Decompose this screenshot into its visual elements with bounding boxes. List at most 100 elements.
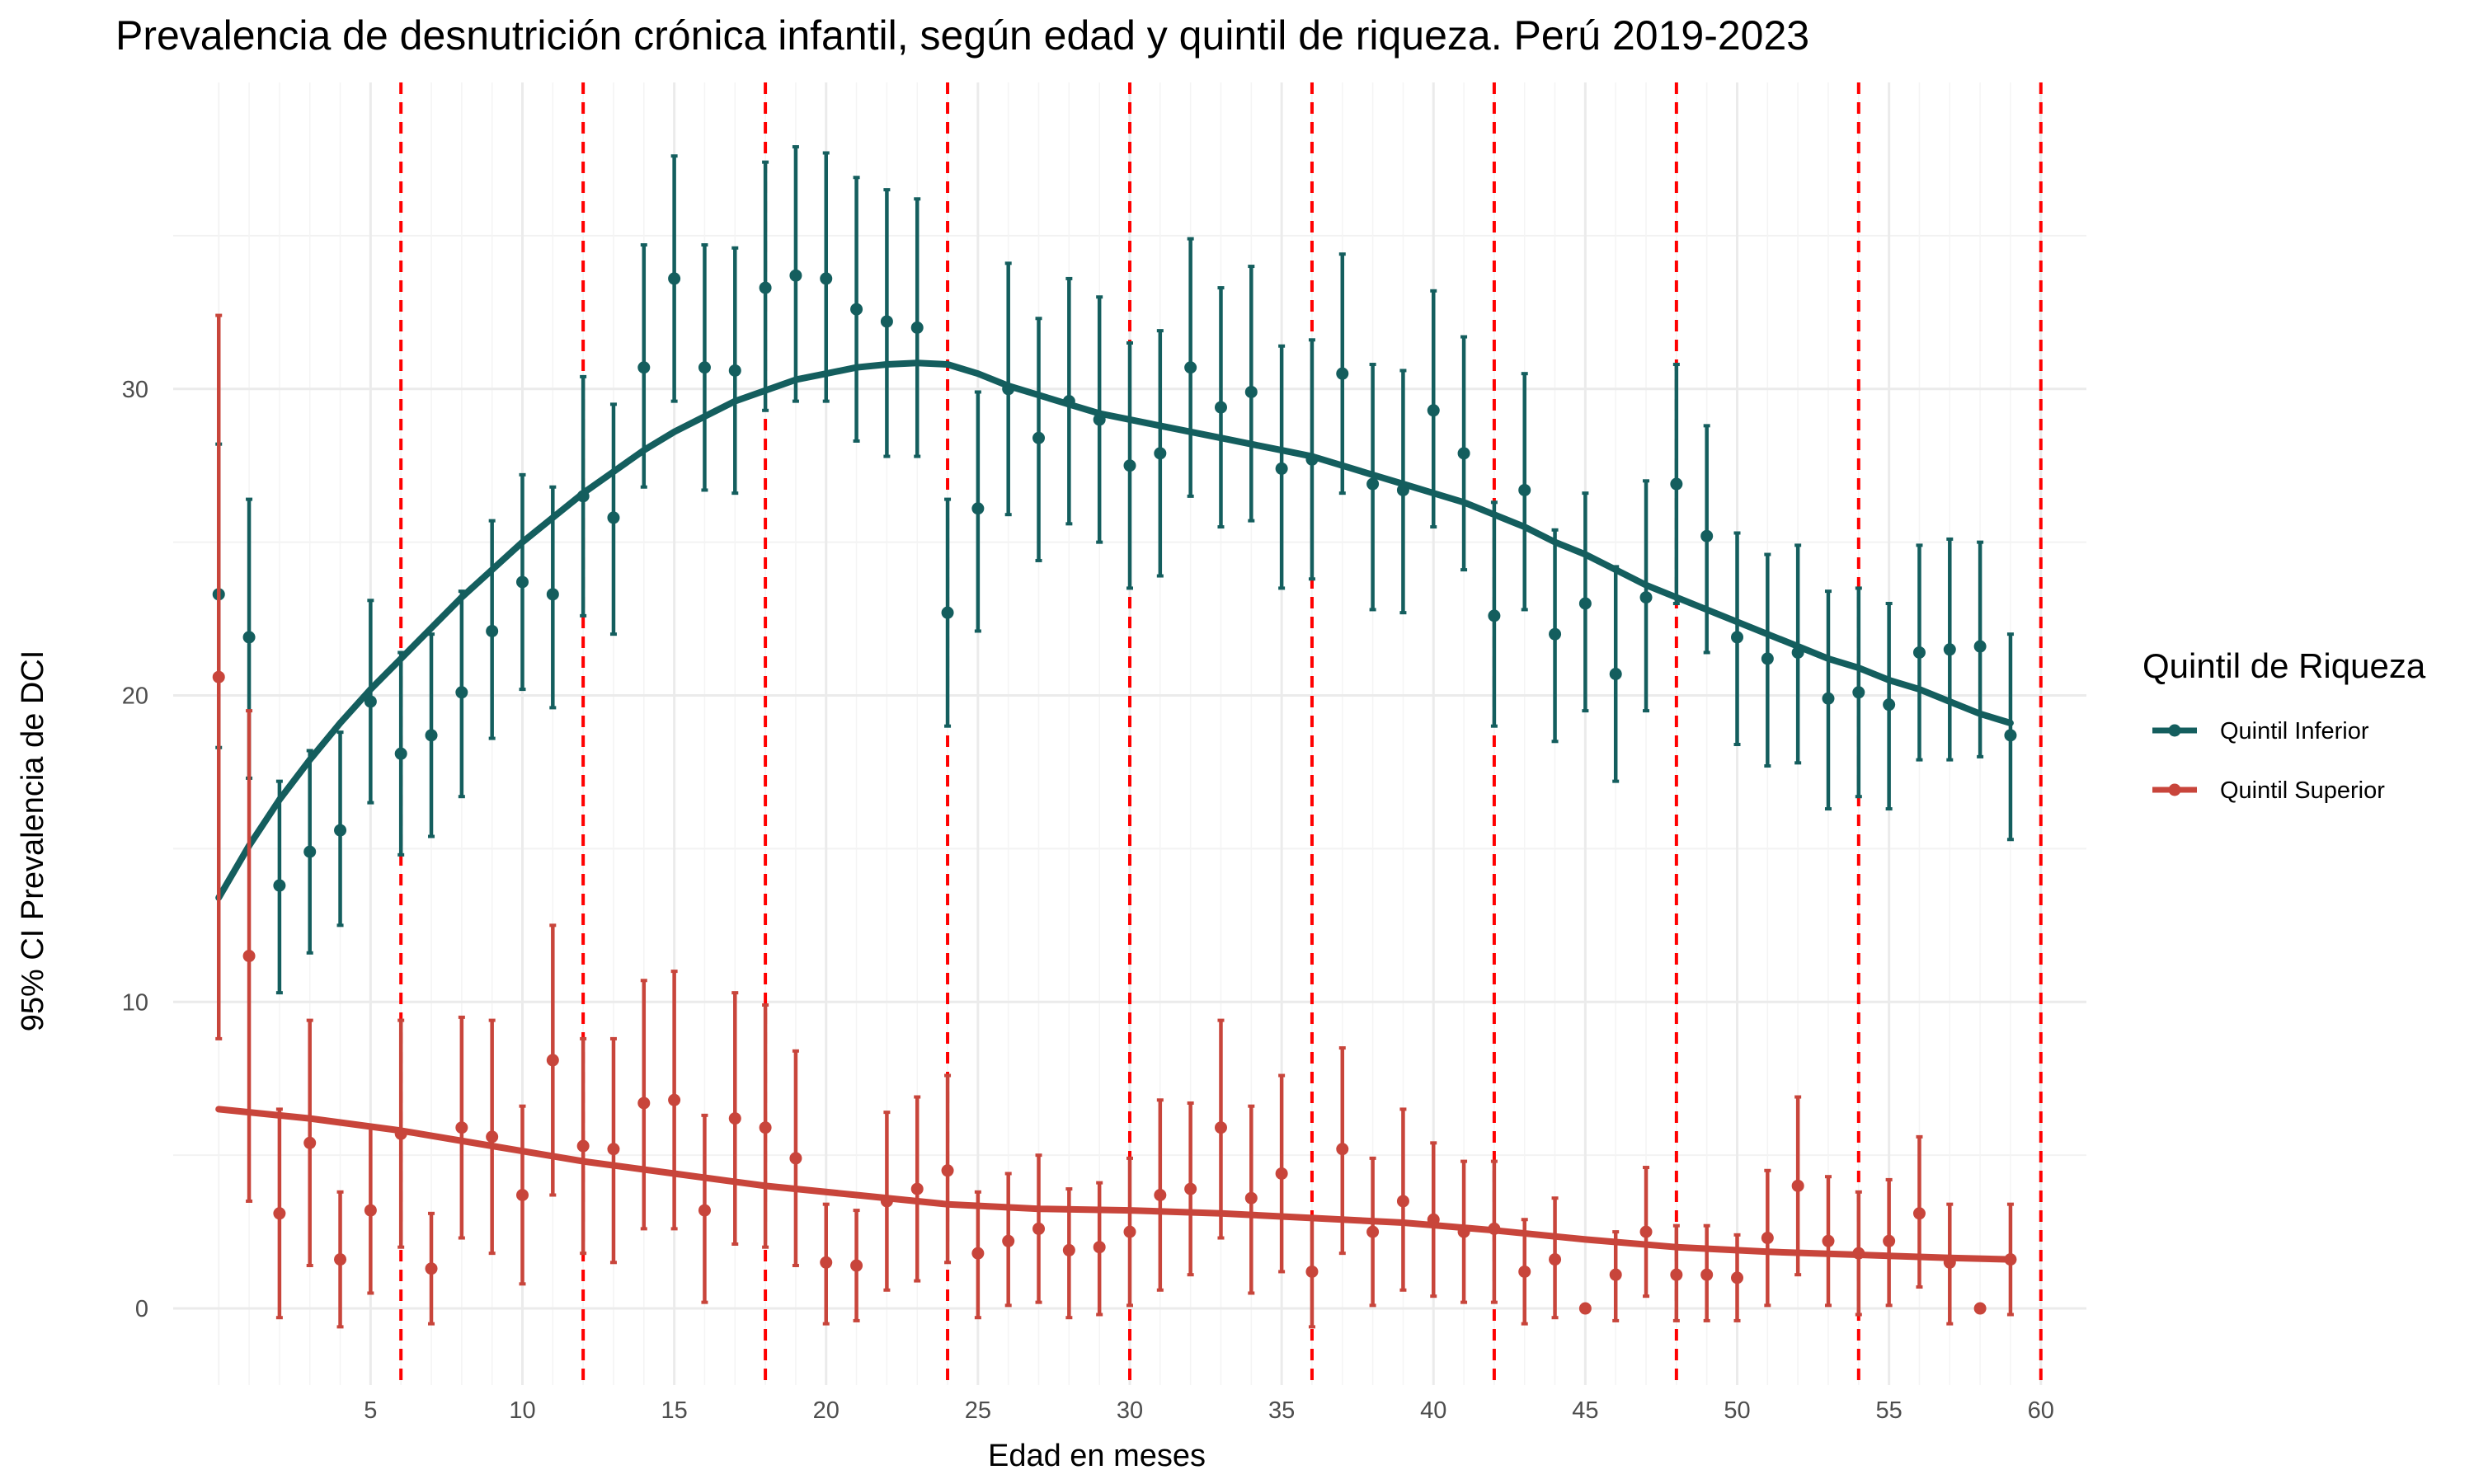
data-point <box>515 1189 529 1202</box>
data-point <box>1396 483 1409 496</box>
data-point <box>941 1164 954 1177</box>
legend-item: Quintil Inferior <box>2152 718 2369 744</box>
data-point <box>1062 395 1075 408</box>
data-point <box>1578 1302 1592 1315</box>
y-tick-label: 0 <box>135 1296 148 1322</box>
data-point <box>880 315 893 328</box>
x-tick-label: 45 <box>1572 1397 1598 1424</box>
data-point <box>1822 692 1835 705</box>
legend-label: Quintil Superior <box>2220 777 2385 804</box>
data-point <box>1002 1234 1015 1247</box>
data-point <box>637 361 651 374</box>
data-point <box>1549 627 1562 641</box>
data-point <box>910 1182 924 1195</box>
data-point <box>971 502 985 515</box>
data-point <box>1032 431 1046 444</box>
axis-layer: 5 10 15 20 25 30 35 40 45 50 55 60 0 10 20 30 <box>122 377 2054 1424</box>
data-point <box>2004 729 2017 742</box>
data-point <box>728 1112 741 1125</box>
data-point <box>1488 609 1501 622</box>
x-tick-label: 50 <box>1724 1397 1750 1424</box>
data-point <box>1670 477 1683 491</box>
data-point <box>1761 652 1774 665</box>
legend-label: Quintil Inferior <box>2220 718 2369 744</box>
data-point <box>1336 367 1349 380</box>
data-point <box>1184 1182 1197 1195</box>
data-point <box>212 670 225 683</box>
data-point <box>1062 1243 1075 1256</box>
data-point <box>1214 401 1227 414</box>
data-point <box>1852 1247 1865 1260</box>
y-tick-label: 20 <box>122 683 148 710</box>
data-point <box>1002 383 1015 396</box>
series-layer <box>212 145 2017 1329</box>
x-tick-label: 40 <box>1420 1397 1446 1424</box>
data-point <box>1457 1225 1470 1238</box>
data-point <box>850 1259 863 1272</box>
legend-key-point <box>2168 724 2181 737</box>
data-point <box>1093 1241 1106 1254</box>
data-point <box>1578 597 1592 610</box>
x-tick-label: 60 <box>2028 1397 2054 1424</box>
data-point <box>425 1262 438 1275</box>
y-axis-title: 95% CI Prevalencia de DCI <box>16 650 50 1032</box>
data-point <box>759 1121 772 1134</box>
data-point <box>1366 477 1380 491</box>
x-tick-label: 35 <box>1268 1397 1295 1424</box>
data-point <box>242 631 256 644</box>
smooth-line <box>215 1106 2014 1263</box>
data-point <box>1366 1225 1380 1238</box>
data-point <box>1123 459 1136 472</box>
data-point <box>1852 686 1865 699</box>
legend-title: Quintil de Riqueza <box>2142 646 2426 685</box>
data-point <box>1943 643 1956 656</box>
data-point <box>1457 447 1470 460</box>
data-point <box>1973 1302 1987 1315</box>
data-point <box>1791 1179 1804 1192</box>
data-point <box>1912 1207 1926 1220</box>
data-point <box>1973 640 1987 653</box>
data-point <box>1731 1271 1744 1284</box>
y-tick-label: 30 <box>122 377 148 403</box>
data-point <box>1214 1121 1227 1134</box>
data-point <box>1639 1225 1653 1238</box>
data-point <box>1639 591 1653 604</box>
chart-title: Prevalencia de desnutrición crónica infa… <box>115 12 1810 59</box>
data-point <box>607 1143 620 1156</box>
data-point <box>1396 1195 1409 1208</box>
series-quintil-inferior <box>212 145 2017 995</box>
legend-key-point <box>2168 783 2181 796</box>
data-point <box>334 824 347 837</box>
data-point <box>910 321 924 334</box>
data-point <box>698 361 711 374</box>
x-tick-label: 20 <box>813 1397 840 1424</box>
y-tick-label: 10 <box>122 989 148 1016</box>
smooth-line <box>215 359 2014 901</box>
data-point <box>576 1139 590 1153</box>
data-point <box>1427 404 1440 417</box>
data-point <box>394 1127 407 1140</box>
legend: Quintil de Riqueza Quintil InferiorQuint… <box>2142 646 2426 804</box>
x-tick-label: 10 <box>509 1397 535 1424</box>
data-point <box>1518 483 1531 496</box>
data-point <box>303 845 317 858</box>
data-point <box>1883 1234 1896 1247</box>
data-point <box>880 1195 893 1208</box>
data-point <box>1123 1225 1136 1238</box>
data-point <box>1305 453 1319 466</box>
data-point <box>1609 1268 1622 1281</box>
data-point <box>394 747 407 760</box>
data-point <box>242 950 256 963</box>
data-point <box>820 1256 833 1269</box>
data-point <box>1032 1222 1046 1235</box>
data-point <box>364 695 377 708</box>
legend-items: Quintil Inferior Quintil Superior <box>2152 718 2385 804</box>
data-point <box>455 1121 468 1134</box>
data-point <box>850 303 863 316</box>
data-point <box>1912 646 1926 659</box>
x-tick-label: 25 <box>965 1397 991 1424</box>
data-point <box>1761 1232 1774 1245</box>
data-point <box>1609 668 1622 681</box>
data-point <box>455 686 468 699</box>
